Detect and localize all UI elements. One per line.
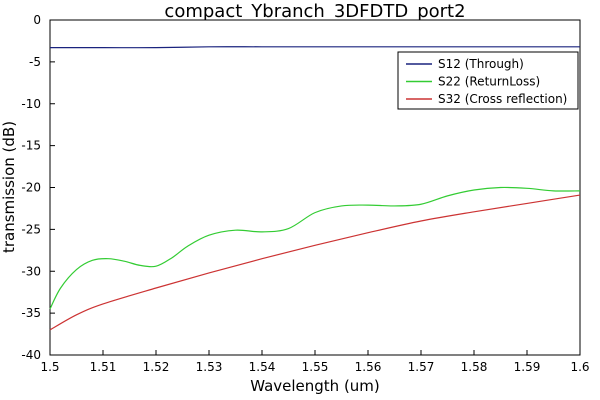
x-tick-label-4: 1.54 — [249, 360, 276, 374]
x-axis-label: Wavelength (um) — [250, 377, 380, 395]
legend-label-1: S22 (ReturnLoss) — [438, 75, 540, 89]
y-tick-label-8: -40 — [21, 348, 41, 362]
y-tick-label-6: -30 — [21, 264, 41, 278]
x-tick-label-7: 1.57 — [408, 360, 435, 374]
legend: S12 (Through) S22 (ReturnLoss) S32 (Cross … — [397, 51, 579, 110]
x-tick-label-10: 1.6 — [570, 360, 589, 374]
y-tick-label-2: -10 — [21, 97, 41, 111]
series-line-2 — [49, 194, 581, 331]
ticks-layer — [49, 19, 581, 356]
y-tick-labels: 0 -5 -10 -15 -20 -25 -30 -35 -40 — [21, 13, 41, 362]
y-tick-label-4: -20 — [21, 181, 41, 195]
legend-label-2: S32 (Cross reflection) — [438, 92, 567, 106]
x-tick-label-2: 1.52 — [143, 360, 170, 374]
y-tick-label-0: 0 — [33, 13, 41, 27]
y-tick-label-1: -5 — [29, 55, 41, 69]
series-layer — [49, 46, 581, 331]
y-tick-label-5: -25 — [21, 222, 41, 236]
series-line-1 — [49, 186, 581, 310]
x-tick-label-0: 1.5 — [40, 360, 59, 374]
y-axis-label: transmission (dB) — [0, 121, 18, 253]
y-tick-label-3: -15 — [21, 139, 41, 153]
chart-title: compact_Ybranch_3DFDTD_port2 — [164, 1, 465, 22]
x-tick-label-8: 1.58 — [461, 360, 488, 374]
x-tick-label-5: 1.55 — [302, 360, 329, 374]
y-tick-label-7: -35 — [21, 306, 41, 320]
series-line-0 — [50, 46, 580, 49]
x-tick-label-9: 1.59 — [514, 360, 541, 374]
x-tick-labels: 1.5 1.51 1.52 1.53 1.54 1.55 1.56 1.57 1.58 1.59 1… — [40, 360, 589, 374]
legend-items: S12 (Through) S22 (ReturnLoss) S32 (Cross … — [406, 57, 567, 106]
x-tick-label-1: 1.51 — [90, 360, 117, 374]
legend-label-0: S12 (Through) — [438, 57, 524, 71]
x-tick-label-6: 1.56 — [355, 360, 382, 374]
x-tick-label-3: 1.53 — [196, 360, 223, 374]
